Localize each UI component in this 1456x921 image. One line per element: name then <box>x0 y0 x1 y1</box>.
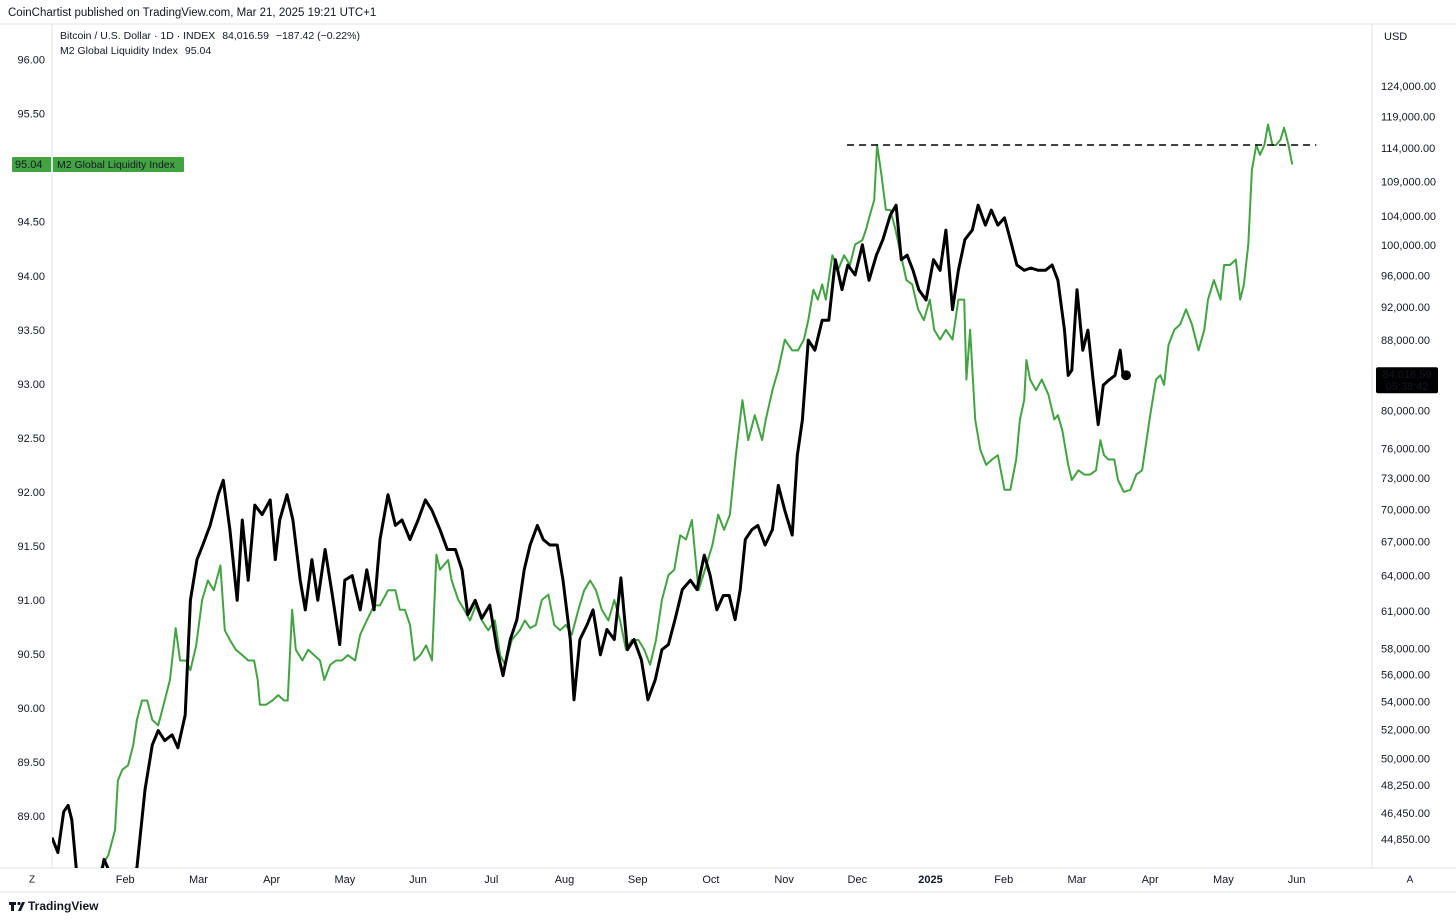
control-button[interactable]: Z <box>29 875 35 886</box>
y2-tick-label: 46,450.00 <box>1381 808 1430 820</box>
x-tick-label: Jul <box>484 874 498 886</box>
y2-tick-label: 104,000.00 <box>1381 211 1436 223</box>
series-name-badge: M2 Global Liquidity Index <box>57 159 176 171</box>
y2-tick-label: 67,000.00 <box>1381 537 1430 549</box>
y2-tick-label: 64,000.00 <box>1381 571 1430 583</box>
series-line <box>100 123 1294 868</box>
y2-tick-label: 54,000.00 <box>1381 696 1430 708</box>
y2-tick-label: 73,000.00 <box>1381 473 1430 485</box>
x-tick-label: Jun <box>409 874 427 886</box>
x-tick-label: Apr <box>1142 874 1159 886</box>
y2-tick-label: 58,000.00 <box>1381 644 1430 656</box>
y2-tick-label: 56,000.00 <box>1381 670 1430 682</box>
y-tick-label: 89.00 <box>17 811 45 823</box>
legend-name: M2 Global Liquidity Index <box>60 45 179 57</box>
y2-unit: USD <box>1384 31 1407 43</box>
y-tick-label: 93.00 <box>17 379 45 391</box>
x-tick-label: Feb <box>994 874 1013 886</box>
plot-area <box>52 123 1317 868</box>
legend-change: −187.42 (−0.22%) <box>276 30 360 42</box>
y-tick-label: 90.50 <box>17 649 45 661</box>
x-tick-label: Oct <box>702 874 719 886</box>
y-tick-label: 91.50 <box>17 541 45 553</box>
y2-tick-label: 96,000.00 <box>1381 270 1430 282</box>
y2-tick-label: 100,000.00 <box>1381 240 1436 252</box>
y2-tick-label: 114,000.00 <box>1381 143 1435 155</box>
publish-header: CoinChartist published on TradingView.co… <box>8 7 376 19</box>
y2-tick-label: 48,250.00 <box>1381 780 1430 792</box>
x-tick-label: Sep <box>628 874 648 886</box>
footer-brand: TradingView <box>28 899 99 913</box>
y-tick-label: 95.50 <box>17 109 45 121</box>
y2-tick-label: 76,000.00 <box>1381 443 1430 455</box>
x-tick-label: May <box>1213 874 1234 886</box>
y-tick-label: 89.50 <box>17 757 45 769</box>
y2-tick-label: 124,000.00 <box>1381 81 1436 93</box>
y2-tick-label: 109,000.00 <box>1381 176 1436 188</box>
y2-tick-label: 119,000.00 <box>1381 111 1435 123</box>
y2-tick-label: 50,000.00 <box>1381 753 1430 765</box>
x-tick-label: Aug <box>555 874 575 886</box>
x-tick-label: Feb <box>116 874 135 886</box>
y2-tick-label: 44,850.00 <box>1381 834 1430 846</box>
y-tick-label: 96.00 <box>17 55 45 67</box>
y-tick-label: 92.50 <box>17 433 45 445</box>
y2-tick-label: 80,000.00 <box>1381 405 1430 417</box>
y-tick-label: 94.50 <box>17 217 45 229</box>
last-value-badge <box>12 156 184 172</box>
legend-last-value: 84,016.59 <box>222 30 269 42</box>
last-point <box>1121 370 1132 381</box>
y-tick-label: 90.00 <box>17 703 45 715</box>
footer-logo <box>9 901 25 911</box>
y2-tick-label: 88,000.00 <box>1381 335 1430 347</box>
y-tick-label: 92.00 <box>17 487 45 499</box>
y-tick-label: 91.00 <box>17 595 45 607</box>
x-tick-label: May <box>334 874 355 886</box>
legend-name: Bitcoin / U.S. Dollar · 1D · INDEX <box>60 30 215 42</box>
y2-tick-label: 70,000.00 <box>1381 504 1430 516</box>
auto-scale-button[interactable]: A <box>1407 875 1414 886</box>
bar-countdown: 05:38:42 <box>1386 381 1429 393</box>
x-tick-label: Mar <box>1067 874 1086 886</box>
last-value-badge <box>1376 367 1438 394</box>
legend-last-value: 95.04 <box>185 45 211 57</box>
y-tick-label: 93.50 <box>17 325 45 337</box>
last-value-label: 84,016.59 <box>1383 369 1432 381</box>
y2-tick-label: 61,000.00 <box>1381 606 1430 618</box>
series-line <box>52 203 1127 868</box>
last-value-label: 95.04 <box>15 159 43 171</box>
x-tick-label: Mar <box>189 874 208 886</box>
y-tick-label: 94.00 <box>17 271 45 283</box>
x-tick-label: Jun <box>1288 874 1306 886</box>
x-tick-label: Nov <box>774 874 794 886</box>
x-tick-label: Apr <box>263 874 280 886</box>
y2-tick-label: 92,000.00 <box>1381 302 1430 314</box>
y2-tick-label: 52,000.00 <box>1381 724 1430 736</box>
x-tick-label: 2025 <box>918 874 942 886</box>
x-tick-label: Dec <box>848 874 868 886</box>
